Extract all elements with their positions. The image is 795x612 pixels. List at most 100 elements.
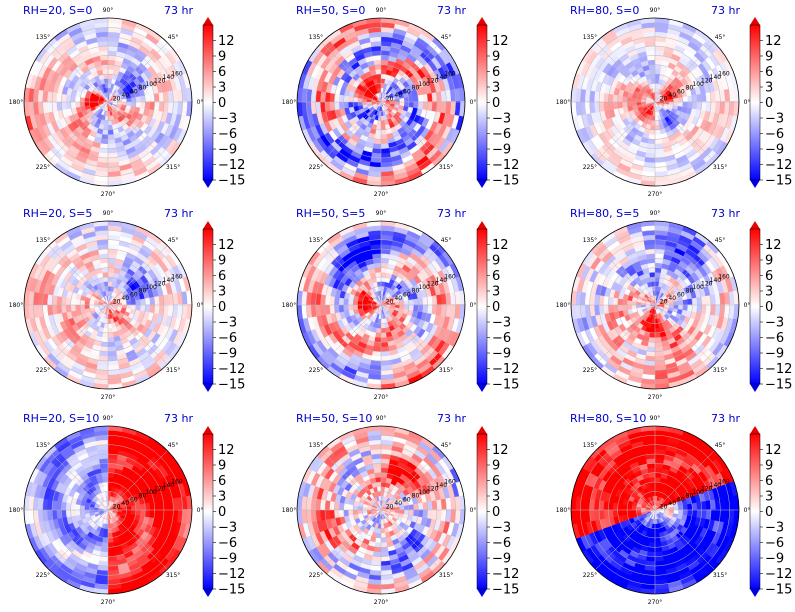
heatmap-cell — [64, 452, 78, 464]
heatmap-cell — [381, 106, 383, 113]
heatmap-cell — [381, 314, 384, 320]
heatmap-cell — [366, 96, 373, 101]
heatmap-cell — [69, 503, 76, 511]
heatmap-cell — [103, 280, 108, 287]
heatmap-cell — [107, 476, 114, 483]
heatmap-cell — [71, 443, 86, 454]
heatmap-cell — [77, 558, 90, 569]
heatmap-cell — [307, 141, 321, 158]
heatmap-cell — [354, 142, 366, 152]
heatmap-cell — [135, 509, 142, 516]
heatmap-cell — [401, 357, 415, 368]
heatmap-cell — [382, 495, 387, 502]
heatmap-cell — [588, 327, 599, 342]
heatmap-cell — [381, 96, 384, 102]
heatmap-cell — [98, 252, 108, 260]
heatmap-cell — [155, 149, 170, 164]
heatmap-cell — [49, 44, 64, 58]
heatmap-cell — [42, 545, 55, 560]
heatmap-cell — [352, 349, 364, 359]
heatmap-cell — [597, 324, 607, 337]
heatmap-cell — [98, 560, 109, 567]
radial-tick-label: 140 — [163, 74, 175, 81]
heatmap-cell — [589, 240, 605, 255]
heatmap-cell — [152, 349, 167, 363]
heatmap-cell — [390, 101, 396, 105]
heatmap-cell — [74, 447, 88, 458]
heatmap-cell — [678, 137, 689, 148]
heatmap-cell — [149, 501, 156, 510]
heatmap-cell — [690, 155, 705, 168]
heatmap-cell — [165, 341, 178, 357]
heatmap-cell — [84, 239, 98, 249]
angle-tick-label: 90° — [103, 210, 114, 217]
heatmap-cell — [403, 259, 415, 270]
heatmap-cell — [50, 324, 60, 337]
heatmap-cell — [379, 294, 381, 301]
heatmap-cell — [670, 142, 682, 152]
heatmap-cell — [693, 343, 707, 356]
heatmap-cell — [344, 344, 356, 355]
heatmap-cell — [125, 251, 137, 261]
colorbar-gradient — [477, 25, 487, 180]
heatmap-cell — [728, 87, 736, 102]
heatmap-cell — [423, 332, 435, 345]
heatmap-cell — [126, 509, 133, 515]
heatmap-cell — [86, 469, 96, 478]
angle-tick-label: 45° — [168, 237, 179, 244]
heatmap-cell — [449, 261, 461, 278]
heatmap-cell — [616, 102, 623, 110]
heatmap-cell — [62, 533, 73, 544]
heatmap-cell — [158, 101, 165, 112]
heatmap-cell — [391, 32, 406, 41]
heatmap-cell — [69, 510, 76, 518]
heatmap-cell — [601, 276, 611, 288]
heatmap-cell — [449, 331, 462, 348]
heatmap-cell — [74, 485, 83, 494]
heatmap-cell — [680, 321, 689, 330]
colorbar-tick-label: 6 — [765, 65, 773, 80]
heatmap-cell — [311, 77, 320, 92]
heatmap-cell — [381, 302, 387, 305]
heatmap-cell — [69, 95, 76, 103]
heatmap-cell — [120, 22, 136, 32]
heatmap-cell — [379, 91, 381, 98]
heatmap-cell — [46, 259, 58, 273]
heatmap-cell — [98, 147, 109, 155]
heatmap-cell — [668, 176, 685, 186]
heatmap-cell — [97, 360, 109, 367]
heatmap-cell — [314, 327, 325, 342]
angle-tick-label: 315° — [166, 367, 180, 374]
heatmap-cell — [164, 78, 174, 92]
heatmap-cell — [123, 255, 135, 265]
heatmap-cell — [700, 101, 708, 112]
heatmap-cell — [431, 91, 438, 102]
radial-tick-label: 160 — [171, 70, 183, 77]
heatmap-cell — [128, 468, 139, 478]
heatmap-cell — [56, 459, 70, 472]
heatmap-cell — [108, 508, 114, 510]
heatmap-cell — [621, 102, 628, 109]
heatmap-cell — [352, 48, 364, 58]
heatmap-cell — [77, 150, 90, 161]
heatmap-cell — [593, 149, 608, 164]
heatmap-cell — [104, 318, 109, 325]
heatmap-cell — [356, 32, 370, 41]
heatmap-cell — [385, 508, 392, 510]
heatmap-cell — [120, 167, 135, 177]
angle-tick-label: 90° — [103, 415, 114, 422]
heatmap-cell — [385, 303, 392, 305]
heatmap-cell — [655, 96, 658, 102]
angle-tick-label: 225° — [309, 164, 323, 171]
heatmap-cell — [431, 337, 443, 351]
heatmap-cell — [27, 496, 35, 511]
angle-tick-label: 180° — [9, 302, 23, 309]
heatmap-cell — [433, 122, 444, 136]
colorbar-tick-label: 0 — [218, 300, 226, 315]
heatmap-cell — [451, 317, 461, 333]
heatmap-cell — [654, 63, 662, 70]
heatmap-cell — [169, 520, 178, 535]
polar-frame — [570, 220, 740, 390]
heatmap-cell — [172, 304, 179, 318]
heatmap-cell — [655, 305, 661, 307]
